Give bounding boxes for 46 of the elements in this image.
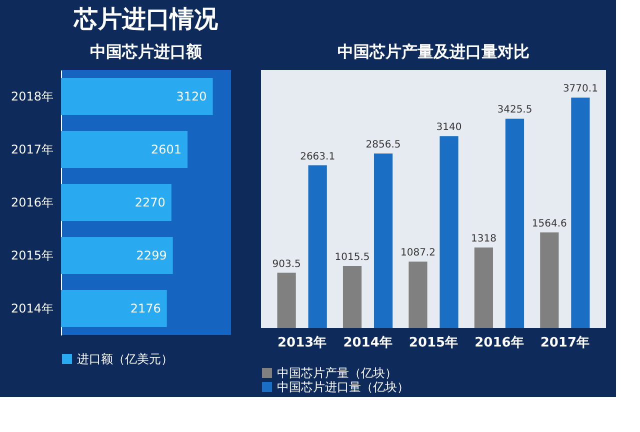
x-tick-label: 2015年 xyxy=(408,336,458,350)
data-label: 3120 xyxy=(176,90,207,104)
x-tick-label: 2013年 xyxy=(277,336,327,350)
bar xyxy=(505,118,524,328)
data-label: 2663.1 xyxy=(300,151,336,162)
bar xyxy=(61,236,173,274)
x-tick-label: 2014年 xyxy=(343,336,392,350)
data-label: 2601 xyxy=(150,142,182,156)
y-tick-label: 2018年 xyxy=(10,90,54,104)
chart-title: 芯片进口情况 xyxy=(73,5,219,33)
bar xyxy=(308,165,327,328)
bar xyxy=(61,78,213,116)
bar xyxy=(440,136,458,328)
data-label: 3425.5 xyxy=(497,104,532,116)
y-tick-label: 2016年 xyxy=(10,196,54,210)
legend-label: 中国芯片进口量（亿块） xyxy=(277,380,409,394)
bar xyxy=(540,232,559,328)
bar xyxy=(571,98,590,328)
bar xyxy=(374,153,393,328)
chart-title: 中国芯片产量及进口量对比 xyxy=(338,42,530,61)
chart-subtitle: 中国芯片进口额 xyxy=(90,42,203,61)
x-tick-label: 2017年 xyxy=(540,336,590,350)
data-label: 2270 xyxy=(134,196,166,210)
data-label: 1564.6 xyxy=(532,218,567,230)
bar xyxy=(61,130,188,168)
data-label: 2299 xyxy=(136,248,167,262)
y-tick-label: 2015年 xyxy=(10,248,54,262)
legend-label: 中国芯片产量（亿块） xyxy=(277,366,397,380)
data-label: 2856.5 xyxy=(366,139,401,150)
y-tick-label: 2014年 xyxy=(10,302,54,316)
y-tick-label: 2017年 xyxy=(10,142,54,156)
data-label: 1015.5 xyxy=(334,252,370,263)
bar xyxy=(408,262,428,328)
data-label: 2176 xyxy=(130,302,161,316)
data-label: 1087.2 xyxy=(400,248,436,259)
data-label: 1318 xyxy=(470,233,496,244)
data-label: 3770.1 xyxy=(562,84,598,95)
data-label: 903.5 xyxy=(272,258,301,270)
data-label: 3140 xyxy=(436,122,462,134)
bar xyxy=(61,184,172,222)
legend-label: 进口额（亿美元） xyxy=(77,352,173,366)
x-tick-label: 2016年 xyxy=(474,336,524,350)
bar xyxy=(277,272,296,328)
bar xyxy=(61,290,167,328)
bar xyxy=(342,266,362,328)
bar xyxy=(474,247,494,328)
